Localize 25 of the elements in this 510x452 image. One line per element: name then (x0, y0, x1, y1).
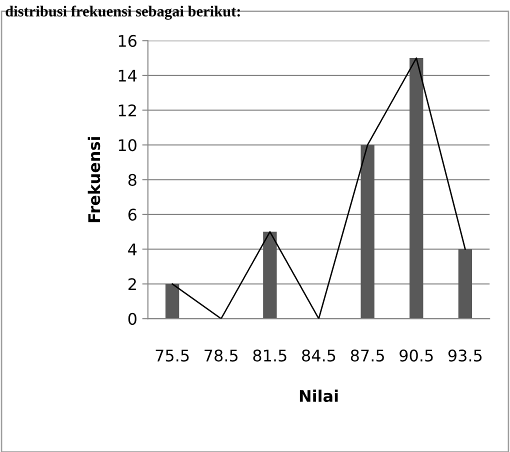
x-tick-label: 75.5 (156, 350, 189, 362)
y-tick-label: 4 (128, 244, 137, 256)
y-tick-label: 8 (128, 174, 136, 186)
x-tick-label: 84.5 (302, 350, 336, 362)
bar (360, 144, 374, 319)
x-tick-label: 93.5 (448, 350, 482, 362)
y-tick-label: 14 (118, 70, 137, 82)
x-tick-label: 90.5 (400, 350, 433, 362)
bar (410, 58, 424, 319)
y-tick-label: 0 (128, 312, 136, 325)
line-series (172, 57, 466, 319)
bar (263, 232, 277, 319)
bar (458, 249, 472, 319)
y-tick-label: 6 (128, 208, 136, 221)
y-tick-label: 12 (118, 104, 136, 116)
y-tick-label: 10 (118, 139, 136, 152)
bar (165, 284, 180, 319)
x-tick-label: 81.5 (253, 350, 286, 362)
x-axis-title: Nilai (300, 390, 338, 402)
y-tick-label: 2 (128, 278, 136, 290)
x-tick-label: 78.5 (204, 350, 238, 362)
y-tick-label: 16 (118, 34, 136, 47)
y-axis-title: Frekuensi (88, 137, 100, 222)
text: distribusi frekuensi sebagai berikut: (6, 6, 240, 20)
x-tick-label: 87.5 (350, 350, 384, 362)
